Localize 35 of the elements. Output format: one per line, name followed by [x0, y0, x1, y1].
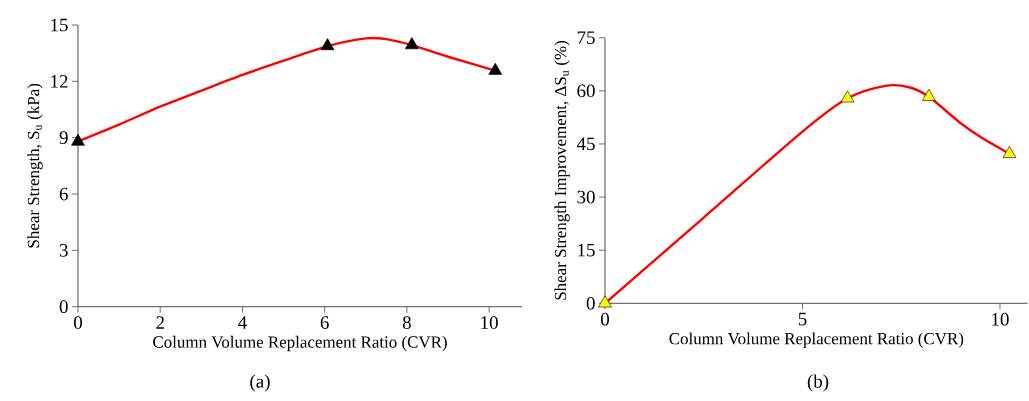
y-tick-label: 30 [577, 190, 595, 204]
point [71, 133, 85, 146]
y-tick-label: 60 [577, 84, 595, 98]
text: (a) [250, 374, 270, 392]
point [598, 295, 612, 308]
x-axis-title: Column Volume Replacement Ratio (CVR) [669, 332, 964, 348]
y-tick-label: 75 [577, 31, 595, 44]
x-tick-label: 0 [600, 312, 610, 326]
point [488, 62, 503, 75]
point [405, 37, 419, 50]
x-tick-label: 2 [156, 316, 164, 329]
text: (b) [807, 374, 829, 392]
x-tick-label: 6 [320, 316, 329, 329]
y-tick-label: 15 [578, 243, 595, 257]
y-tick-label: 15 [51, 18, 68, 32]
x-tick-label: 0 [73, 316, 82, 329]
y-tick-label: 3 [59, 244, 68, 257]
y-tick-label: 6 [59, 187, 68, 201]
y-tick-label: 0 [586, 296, 595, 310]
y-tick-label: 0 [59, 300, 68, 314]
point [840, 90, 855, 103]
x-tick-label: 5 [798, 312, 807, 326]
point [320, 38, 335, 51]
x-tick-label: 10 [481, 316, 498, 329]
x-tick-label: 8 [402, 316, 411, 329]
y-axis-title: Shear Strength, S$_{u}$ (kPa) [27, 83, 43, 248]
y-axis-title: Shear Strength Improvement, ΔS$_{u}$ (%) [554, 41, 570, 300]
point [1002, 146, 1017, 158]
x-tick-label: 4 [238, 316, 247, 329]
y-tick-label: 12 [51, 75, 68, 88]
x-tick-label: 10 [992, 312, 1009, 326]
x-axis-title: Column Volume Replacement Ratio (CVR) [153, 335, 447, 352]
y-tick-label: 45 [576, 137, 595, 151]
y-tick-label: 9 [59, 131, 68, 145]
point [922, 89, 936, 101]
